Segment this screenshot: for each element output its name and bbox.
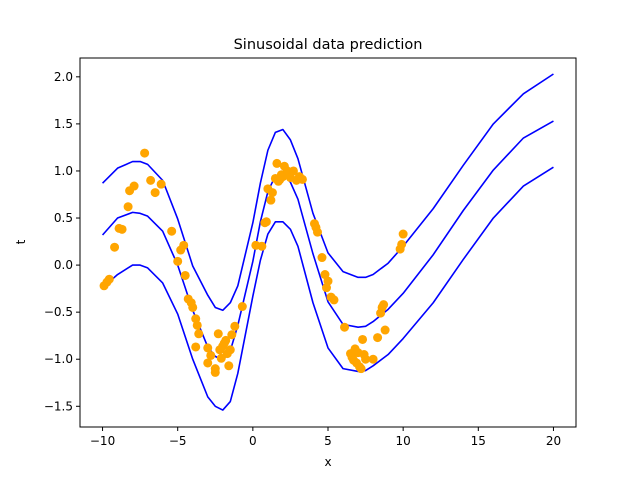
data-point (110, 242, 120, 252)
data-point (150, 188, 160, 198)
data-point (213, 329, 223, 339)
data-point (398, 229, 408, 239)
data-point (156, 179, 166, 189)
data-point (297, 174, 307, 184)
y-tick-label: −1.0 (44, 352, 73, 366)
data-point (323, 276, 333, 286)
data-point (123, 202, 133, 212)
x-tick-label: −10 (90, 434, 115, 448)
x-tick-label: 0 (249, 434, 257, 448)
data-point (191, 342, 201, 352)
data-point (173, 256, 183, 266)
data-point (368, 354, 378, 364)
data-point (361, 354, 371, 364)
data-point (329, 295, 339, 305)
data-point (188, 302, 198, 312)
data-point (140, 148, 150, 158)
data-point (210, 367, 220, 377)
data-point (340, 322, 350, 332)
data-point (397, 239, 407, 249)
data-point (358, 334, 368, 344)
y-tick-label: 0.0 (54, 258, 73, 272)
data-point (224, 361, 234, 371)
y-tick-label: 1.5 (54, 117, 73, 131)
data-point (117, 224, 127, 234)
x-tick-label: −5 (169, 434, 187, 448)
data-point (194, 329, 204, 339)
y-tick-label: −1.5 (44, 399, 73, 413)
data-point (104, 274, 114, 284)
data-point (225, 345, 235, 355)
data-point (129, 181, 139, 191)
data-point (380, 325, 390, 335)
x-tick-label: 20 (546, 434, 561, 448)
x-axis-ticks: −10 −5 0 5 10 15 20 (90, 427, 561, 448)
data-point (167, 226, 177, 236)
data-point (146, 175, 156, 185)
x-tick-label: 5 (324, 434, 332, 448)
data-point (203, 343, 213, 353)
y-tick-label: 1.0 (54, 164, 73, 178)
data-point (206, 350, 216, 360)
chart-title: Sinusoidal data prediction (234, 37, 423, 53)
x-tick-label: 15 (471, 434, 486, 448)
data-point (192, 320, 202, 330)
x-axis-label: x (324, 455, 331, 469)
data-point (267, 188, 277, 198)
data-point (379, 300, 389, 310)
y-tick-label: −0.5 (44, 305, 73, 319)
y-tick-label: 0.5 (54, 211, 73, 225)
data-point (221, 335, 231, 345)
data-point (317, 253, 327, 263)
data-point (180, 270, 190, 280)
data-point (237, 302, 247, 312)
y-axis-label: t (14, 239, 28, 244)
data-points (99, 148, 408, 377)
y-tick-label: 2.0 (54, 70, 73, 84)
data-point (373, 333, 383, 343)
y-axis-ticks: −1.5 −1.0 −0.5 0.0 0.5 1.0 1.5 2.0 (44, 70, 80, 413)
prediction-line-3 (102, 166, 554, 411)
data-point (312, 227, 322, 237)
x-tick-label: 10 (396, 434, 411, 448)
data-point (288, 166, 298, 176)
data-point (261, 217, 271, 227)
data-point (179, 240, 189, 250)
data-point (227, 330, 237, 340)
data-point (356, 364, 366, 374)
data-point (203, 358, 213, 368)
data-point (272, 158, 282, 168)
data-point (230, 321, 240, 331)
data-point (266, 195, 276, 205)
data-point (257, 241, 267, 251)
